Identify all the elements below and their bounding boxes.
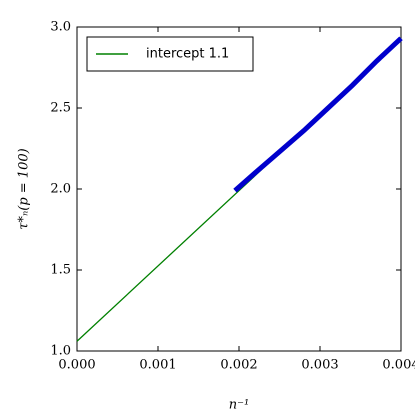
x-tick-label: 0.001: [139, 358, 176, 373]
y-tick-label: 1.0: [50, 344, 71, 359]
x-tick-label: 0.003: [301, 358, 338, 373]
legend-label: intercept 1.1: [146, 47, 229, 62]
y-tick-label: 2.5: [50, 101, 71, 116]
y-axis-label: τ*ₙ(p = 100): [17, 148, 32, 229]
y-tick-label: 2.0: [50, 182, 71, 197]
x-tick-label: 0.004: [382, 358, 415, 373]
y-tick-label: 3.0: [50, 20, 71, 35]
x-tick-label: 0.002: [220, 358, 257, 373]
x-axis-label: n⁻¹: [229, 398, 249, 413]
y-tick-label: 1.5: [50, 263, 71, 278]
line: [233, 36, 403, 193]
x-tick-label: 0.000: [58, 358, 95, 373]
